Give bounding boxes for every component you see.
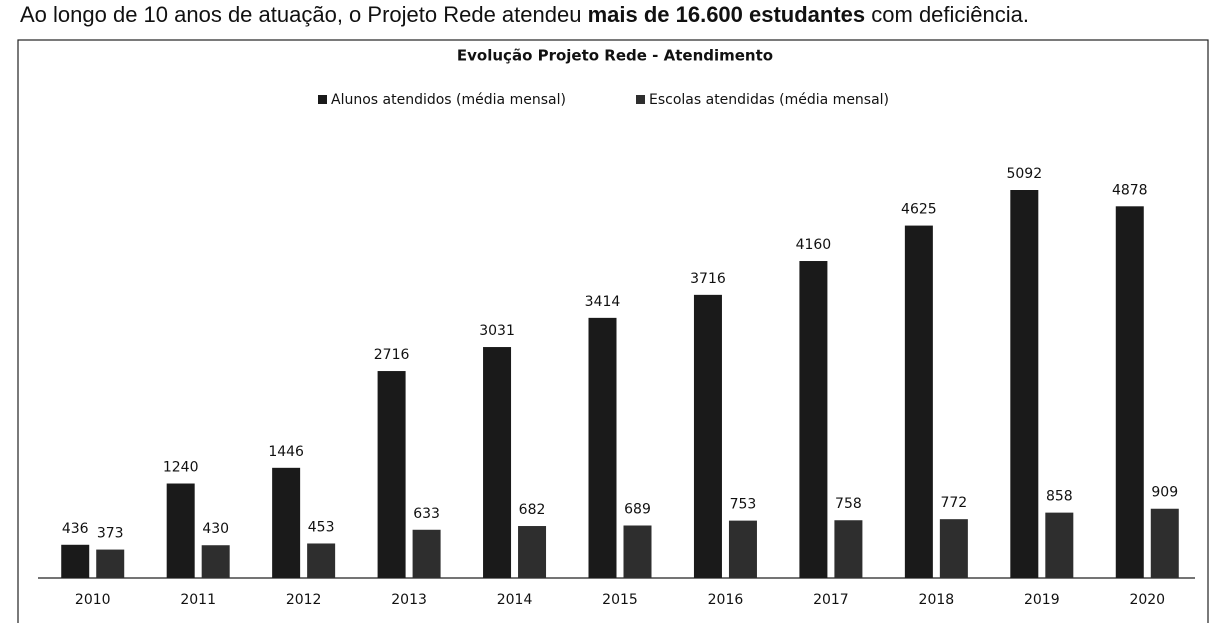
legend-label: Escolas atendidas (média mensal) — [649, 92, 889, 108]
bar — [799, 261, 828, 578]
chart-title: Evolução Projeto Rede - Atendimento — [457, 47, 773, 65]
data-label: 3031 — [479, 323, 515, 339]
bar — [693, 294, 722, 578]
data-label: 758 — [835, 496, 862, 512]
bar — [1150, 508, 1179, 578]
data-label: 3414 — [585, 294, 621, 310]
x-tick-label: 2011 — [180, 592, 216, 608]
bar — [939, 519, 968, 578]
bar — [1010, 190, 1039, 578]
caption: Ao longo de 10 anos de atuação, o Projet… — [20, 2, 1029, 28]
x-tick-label: 2010 — [75, 592, 111, 608]
data-label: 436 — [62, 521, 89, 537]
data-label: 4625 — [901, 202, 937, 218]
bar — [728, 520, 757, 578]
bar — [1045, 512, 1074, 578]
bar — [96, 549, 125, 578]
x-tick-label: 2016 — [708, 592, 744, 608]
data-label: 3716 — [690, 271, 726, 287]
data-label: 373 — [97, 526, 124, 542]
bar — [61, 544, 90, 578]
x-tick-label: 2014 — [497, 592, 533, 608]
caption-bold: mais de 16.600 estudantes — [587, 2, 866, 27]
x-tick-label: 2019 — [1024, 592, 1060, 608]
data-label: 1240 — [163, 460, 199, 476]
x-tick-label: 2018 — [919, 592, 955, 608]
bar — [166, 483, 195, 578]
x-tick-label: 2015 — [602, 592, 638, 608]
bar — [588, 317, 617, 578]
x-tick-label: 2012 — [286, 592, 322, 608]
legend-swatch — [636, 95, 645, 104]
data-label: 689 — [624, 501, 651, 517]
data-label: 4160 — [796, 237, 832, 253]
data-label: 682 — [519, 502, 546, 518]
bar — [904, 225, 933, 578]
x-tick-label: 2020 — [1129, 592, 1165, 608]
bar — [272, 467, 301, 578]
data-label: 1446 — [268, 444, 304, 460]
x-tick-label: 2017 — [813, 592, 849, 608]
bar — [623, 525, 652, 578]
chart-border — [17, 39, 1209, 623]
data-label: 430 — [202, 521, 229, 537]
bar — [483, 347, 512, 578]
bar — [1115, 206, 1144, 578]
data-label: 858 — [1046, 489, 1073, 505]
caption-text: com deficiência. — [865, 2, 1030, 27]
bar — [377, 371, 406, 578]
caption-text: Ao longo de 10 anos de atuação, o Projet… — [20, 2, 588, 27]
bar — [201, 545, 230, 578]
bar — [307, 543, 336, 578]
data-label: 2716 — [374, 347, 410, 363]
data-label: 909 — [1151, 485, 1178, 501]
x-tick-label: 2013 — [391, 592, 427, 608]
data-label: 5092 — [1006, 166, 1042, 182]
bar — [834, 520, 863, 578]
legend-swatch — [318, 95, 327, 104]
bar — [518, 526, 547, 578]
legend-label: Alunos atendidos (média mensal) — [331, 92, 566, 108]
data-label: 633 — [413, 506, 440, 522]
data-label: 453 — [308, 519, 335, 535]
data-label: 4878 — [1112, 182, 1148, 198]
data-label: 772 — [940, 495, 967, 511]
data-label: 753 — [730, 497, 757, 513]
bar — [412, 529, 441, 578]
